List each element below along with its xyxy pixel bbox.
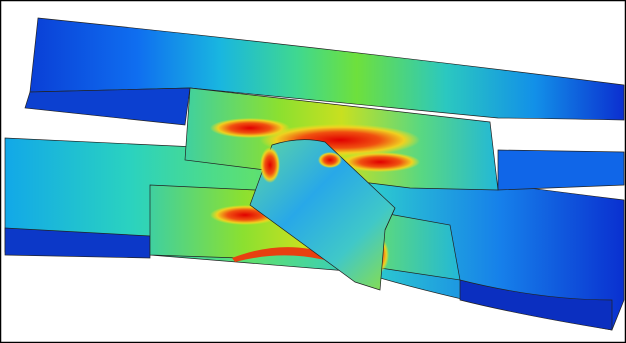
hotspot — [318, 152, 342, 168]
upper-plate-side — [498, 150, 624, 190]
hotspot — [260, 147, 280, 183]
page — [0, 0, 626, 343]
contour-plot — [0, 0, 626, 343]
hotspot — [210, 118, 290, 138]
